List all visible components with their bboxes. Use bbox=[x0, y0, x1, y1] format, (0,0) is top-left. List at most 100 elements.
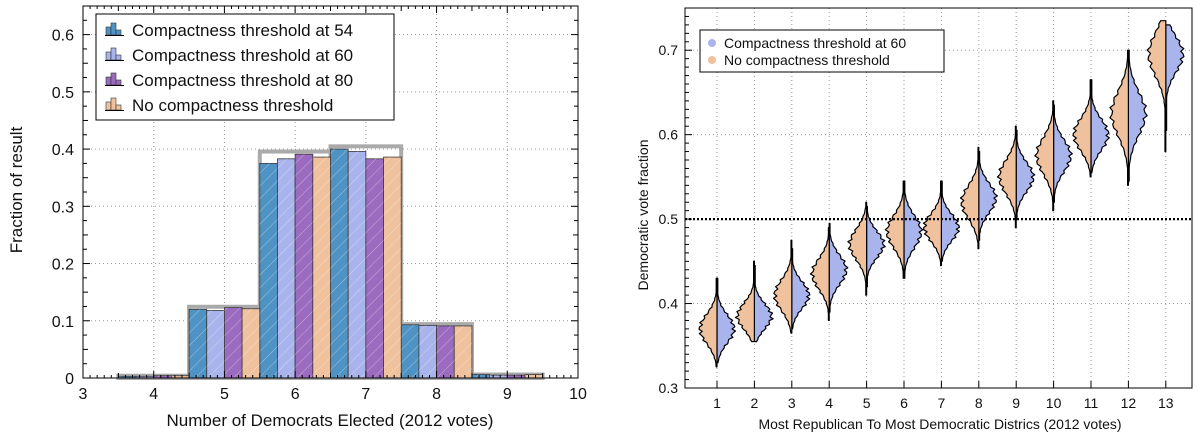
violin-half bbox=[753, 264, 774, 343]
y-tick-label: 0.5 bbox=[659, 211, 679, 227]
violin-half bbox=[1127, 49, 1148, 182]
histogram-chart: 0 0.1 0.2 0.3 0.4 0.5 0.6 3 4 5 6 7 8 9 10 Compactness… bbox=[7, 5, 587, 430]
bar-hatch bbox=[295, 154, 313, 378]
violin-half bbox=[847, 201, 868, 296]
x-tick-label: 2 bbox=[751, 395, 759, 411]
bar-hatch bbox=[136, 376, 154, 378]
bar-hatch bbox=[436, 325, 455, 378]
legend-box bbox=[699, 29, 945, 73]
bar-hatch bbox=[348, 151, 366, 378]
bar-hatch bbox=[524, 374, 543, 378]
violin-chart: 0.30.40.50.60.71 2 3 4 5 6 7 8 9 10 11 12 13 Compact… bbox=[635, 7, 1193, 432]
violin-half bbox=[791, 248, 811, 330]
y-tick-label: 0.6 bbox=[52, 28, 74, 45]
bar-hatch bbox=[401, 324, 419, 378]
y-axis-label: Fraction of result bbox=[7, 126, 26, 253]
bar-hatch bbox=[171, 375, 190, 378]
violin-half bbox=[772, 239, 793, 334]
x-tick-label: 6 bbox=[291, 386, 300, 403]
x-tick-label: 3 bbox=[788, 395, 796, 411]
bar-hatch bbox=[118, 376, 137, 378]
x-tick-label: 10 bbox=[569, 386, 587, 403]
x-tick-label: 7 bbox=[361, 386, 370, 403]
bar-hatch bbox=[312, 157, 331, 378]
legend-marker bbox=[708, 39, 716, 47]
legend-marker bbox=[708, 56, 716, 64]
x-tick-label: 4 bbox=[149, 386, 158, 403]
x-axis-label: Number of Democrats Elected (2012 votes) bbox=[167, 411, 494, 430]
x-tick-label: 13 bbox=[1158, 395, 1174, 411]
legend-swatch-bar bbox=[110, 22, 117, 36]
legend-label: Compactness threshold at 60 bbox=[724, 35, 906, 51]
bar-hatch bbox=[418, 325, 437, 378]
bar-hatch bbox=[383, 157, 402, 378]
bar-hatch bbox=[454, 325, 472, 378]
x-tick-label: 11 bbox=[1084, 395, 1099, 411]
bar-hatch bbox=[224, 307, 243, 378]
x-tick-label: 9 bbox=[503, 386, 512, 403]
violin-half bbox=[903, 180, 924, 279]
violin-half bbox=[996, 125, 1017, 229]
legend-label: Compactness threshold at 60 bbox=[132, 46, 353, 65]
bar-hatch bbox=[242, 308, 260, 378]
legend-swatch-bar bbox=[115, 29, 122, 36]
x-tick-label: 7 bbox=[938, 395, 946, 411]
bar-hatch bbox=[507, 375, 525, 378]
y-tick-label: 0.3 bbox=[52, 199, 74, 216]
legend-swatch-bar bbox=[105, 101, 112, 111]
legend-swatch-bar bbox=[110, 47, 117, 61]
x-tick-label: 8 bbox=[975, 395, 983, 411]
violin-half bbox=[940, 180, 960, 262]
legend-swatch-bar bbox=[115, 104, 122, 111]
legend-label: Compactness threshold at 54 bbox=[132, 21, 353, 40]
x-tick-label: 1 bbox=[713, 395, 721, 411]
legend-swatch-bar bbox=[115, 79, 122, 86]
violin-half bbox=[1053, 104, 1073, 203]
y-tick-label: 0.2 bbox=[52, 257, 74, 274]
violin-half bbox=[1090, 79, 1110, 174]
violin-half bbox=[884, 180, 905, 279]
legend-swatch-bar bbox=[105, 26, 112, 36]
violin-half bbox=[922, 180, 942, 267]
violin-half bbox=[1034, 100, 1055, 212]
legend-swatch-bar bbox=[110, 97, 117, 111]
y-tick-label: 0.3 bbox=[659, 380, 679, 396]
x-tick-label: 9 bbox=[1012, 395, 1020, 411]
bar-hatch bbox=[277, 158, 296, 378]
legend-swatch-bar bbox=[105, 76, 112, 86]
y-tick-label: 0.4 bbox=[659, 296, 679, 312]
legend-swatch-bar bbox=[105, 51, 112, 61]
legend-label: Compactness threshold at 80 bbox=[132, 71, 353, 90]
violin-half bbox=[828, 222, 849, 313]
y-tick-label: 0.5 bbox=[52, 85, 74, 102]
violin-half bbox=[809, 226, 830, 322]
bar-hatch bbox=[330, 149, 349, 378]
plot-frame bbox=[684, 7, 1193, 389]
bar-hatch bbox=[206, 310, 225, 378]
violin-half bbox=[978, 150, 998, 241]
y-axis-label: Democratic vote fraction bbox=[635, 140, 651, 291]
x-axis-label: Most Republican To Most Democratic Distr… bbox=[758, 416, 1121, 432]
bar-hatch bbox=[471, 374, 490, 378]
bar-hatch bbox=[153, 375, 172, 378]
x-tick-label: 10 bbox=[1046, 395, 1062, 411]
x-tick-label: 12 bbox=[1121, 395, 1137, 411]
y-tick-label: 0.6 bbox=[659, 127, 679, 143]
x-tick-label: 5 bbox=[220, 386, 229, 403]
violin-half bbox=[734, 260, 755, 343]
violin-half bbox=[1165, 24, 1185, 132]
bar-hatch bbox=[259, 163, 278, 378]
violin-half bbox=[1109, 49, 1129, 186]
violin-half bbox=[698, 277, 718, 368]
violin-half bbox=[1072, 79, 1092, 178]
y-tick-label: 0.4 bbox=[52, 142, 74, 159]
y-tick-label: 0.7 bbox=[659, 42, 679, 58]
legend-label: No compactness threshold bbox=[132, 96, 333, 115]
legend-swatch-bar bbox=[115, 54, 122, 61]
bar-hatch bbox=[189, 309, 207, 378]
x-tick-label: 6 bbox=[900, 395, 908, 411]
bar-hatch bbox=[489, 375, 508, 378]
legend-box bbox=[95, 13, 395, 121]
x-tick-label: 3 bbox=[79, 386, 88, 403]
